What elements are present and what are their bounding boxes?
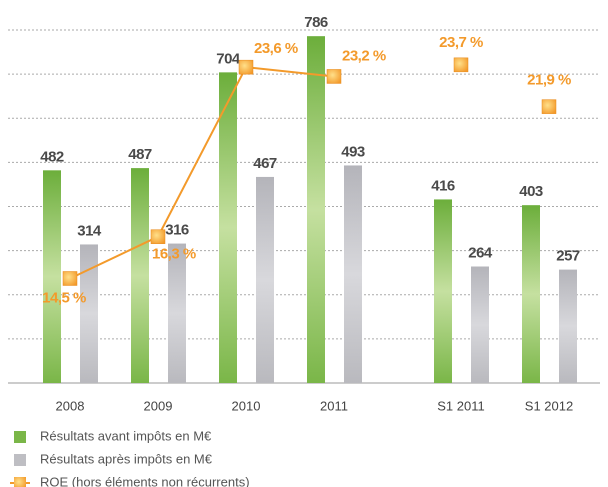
roe-marker [238, 59, 254, 75]
x-tick-label: S1 2011 [437, 398, 484, 413]
legend-label: Résultats avant impôts en M€ [40, 428, 212, 443]
roe-label: 23,6 % [254, 40, 298, 57]
value-label: 314 [77, 222, 102, 239]
value-label: 264 [468, 244, 493, 261]
x-tick-label: S1 2012 [525, 398, 573, 413]
roe-label: 16,3 % [152, 246, 196, 263]
legend-label: Résultats après impôts en M€ [40, 451, 213, 466]
roe-marker [326, 69, 342, 84]
bar [471, 266, 489, 383]
roe-marker [150, 229, 166, 244]
bar [522, 205, 540, 383]
roe-label: 23,7 % [439, 34, 483, 51]
roe-label: 21,9 % [527, 72, 571, 89]
value-label: 467 [253, 155, 277, 172]
value-label: 487 [128, 146, 152, 163]
roe-marker [453, 57, 469, 73]
bar [80, 244, 98, 383]
bar [559, 269, 577, 383]
value-label: 493 [341, 143, 365, 160]
legend-swatch [14, 454, 26, 466]
x-tick-label: 2008 [56, 398, 85, 413]
value-label: 482 [40, 148, 64, 165]
bar [434, 199, 452, 383]
bar [219, 72, 237, 384]
value-label: 786 [304, 14, 328, 31]
roe-marker [541, 99, 557, 114]
legend-label: ROE (hors éléments non récurrents) [40, 474, 250, 487]
bar [43, 170, 61, 383]
value-label: 316 [165, 222, 189, 239]
roe-line [69, 66, 335, 280]
x-tick-label: 2010 [232, 398, 261, 413]
legend-marker [14, 477, 26, 487]
value-label: 416 [431, 177, 455, 194]
bar [256, 176, 274, 383]
bar [307, 36, 325, 384]
value-label: 257 [556, 248, 580, 265]
bar [168, 243, 186, 383]
bar [344, 165, 362, 383]
legend-swatch [14, 431, 26, 443]
bar [131, 168, 149, 383]
roe-marker [62, 271, 78, 286]
roe-label: 23,2 % [342, 47, 386, 64]
roe-label: 14,5 % [42, 289, 86, 306]
x-tick-label: 2009 [144, 398, 173, 413]
value-label: 403 [519, 183, 543, 200]
value-label: 704 [216, 50, 241, 67]
x-tick-label: 2011 [320, 398, 348, 413]
